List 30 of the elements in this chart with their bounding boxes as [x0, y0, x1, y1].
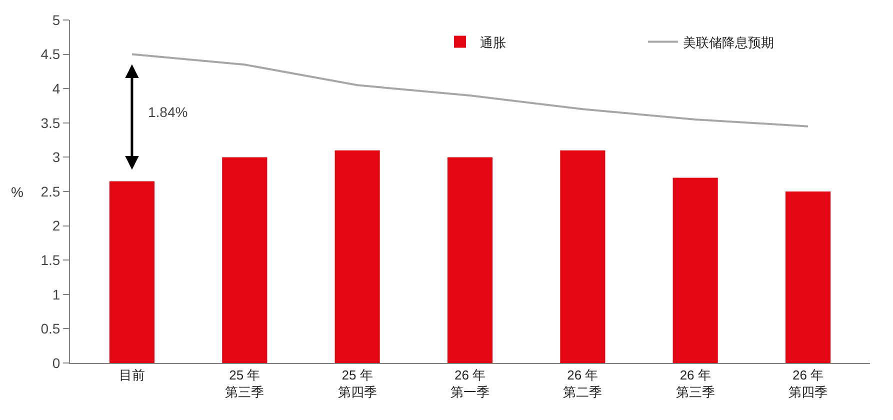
legend-label: 美联储降息预期 — [683, 34, 774, 50]
annotation: 1.84% — [148, 104, 188, 120]
bar — [447, 157, 493, 363]
y-tick-label: 0 — [52, 354, 60, 371]
y-tick-label: 2 — [52, 218, 60, 234]
y-tick-label: 1 — [52, 286, 60, 302]
bar — [109, 181, 155, 363]
x-tick-label: 26 年第一季 — [450, 368, 490, 400]
bar — [672, 178, 718, 363]
y-tick-label: 3.5 — [40, 114, 60, 131]
y-tick-label: 2.5 — [40, 183, 60, 200]
legend-label: 通胀 — [480, 34, 506, 50]
y-tick-label: 5 — [52, 12, 60, 28]
y-tick-label: 0.5 — [40, 320, 60, 337]
y-tick-label: 4.5 — [40, 46, 60, 62]
y-tick-label: 4 — [52, 80, 60, 96]
x-tick-label: 26 年第二季 — [563, 368, 602, 400]
x-tick-label: 目前 — [118, 368, 145, 383]
line-series — [130, 53, 810, 128]
bar — [334, 150, 380, 363]
x-tick-label: 25 年第三季 — [225, 368, 264, 400]
bar — [560, 150, 606, 363]
y-axis-title: % — [11, 184, 24, 200]
bar — [222, 157, 268, 363]
x-tick-label: 25 年第四季 — [338, 368, 377, 400]
x-tick-label: 26 年第四季 — [788, 368, 828, 400]
y-tick-label: 3 — [52, 149, 60, 166]
x-tick-label: 26 年第三季 — [676, 368, 715, 400]
bar — [785, 192, 831, 363]
y-tick-label: 1.5 — [40, 252, 60, 268]
